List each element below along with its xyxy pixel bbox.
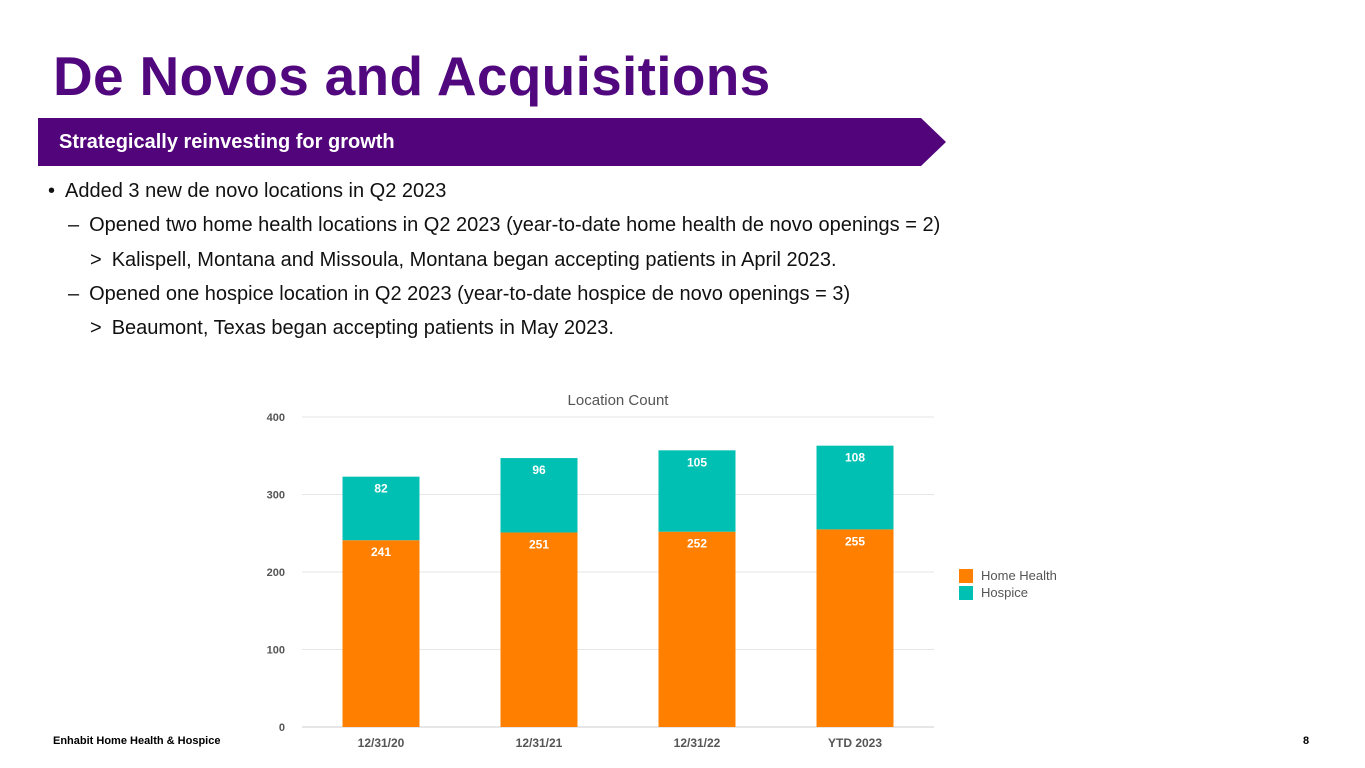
bullet-item: – Opened two home health locations in Q2 … <box>68 214 940 237</box>
y-tick-label: 100 <box>267 645 285 657</box>
bar-home-health <box>342 540 420 727</box>
bullet-text: Added 3 new de novo locations in Q2 2023 <box>65 180 447 202</box>
y-tick-label: 0 <box>279 722 285 734</box>
chart-title: Location Count <box>568 392 670 409</box>
bar-home-health <box>816 529 894 727</box>
bullet-text: Beaumont, Texas began accepting patients… <box>111 317 614 339</box>
footer-company: Enhabit Home Health & Hospice <box>53 735 221 747</box>
bullet-marker: – <box>68 214 80 236</box>
bullet-marker: • <box>48 180 56 202</box>
x-tick-label: YTD 2023 <box>828 736 882 750</box>
legend-swatch-home-health <box>959 568 973 583</box>
banner-text: Strategically reinvesting for growth <box>59 131 395 153</box>
y-tick-label: 200 <box>267 567 285 579</box>
bullet-item: > Beaumont, Texas began accepting patient… <box>90 317 614 340</box>
bullet-marker: – <box>68 283 80 305</box>
page-title: De Novos and Acquisitions <box>53 45 771 107</box>
data-label: 105 <box>687 455 707 469</box>
data-label: 252 <box>687 537 707 551</box>
bullet-text: Opened two home health locations in Q2 2… <box>89 214 941 236</box>
subtitle-banner: Strategically reinvesting for growth <box>38 118 946 166</box>
bar-hospice <box>816 445 894 530</box>
bullet-text: Opened one hospice location in Q2 2023 (… <box>89 283 851 305</box>
y-tick-label: 300 <box>267 490 285 502</box>
legend-label: Home Health <box>981 568 1057 583</box>
bullet-item: • Added 3 new de novo locations in Q2 202… <box>48 180 446 203</box>
x-tick-label: 12/31/22 <box>674 736 721 750</box>
y-tick-label: 400 <box>267 412 285 424</box>
bullet-item: > Kalispell, Montana and Missoula, Montan… <box>90 249 837 272</box>
bar-hospice <box>342 476 420 541</box>
data-label: 96 <box>532 463 546 477</box>
x-tick-label: 12/31/20 <box>358 736 405 750</box>
bar-hospice <box>500 458 578 533</box>
legend-item-home-health: Home Health <box>959 567 1057 584</box>
chart-legend: Home Health Hospice <box>959 567 1057 601</box>
bar-hospice <box>658 450 736 532</box>
bar-home-health <box>658 531 736 727</box>
bullet-text: Kalispell, Montana and Missoula, Montana… <box>111 249 837 271</box>
bullet-marker: > <box>90 249 102 271</box>
legend-swatch-hospice <box>959 585 973 600</box>
bullet-item: – Opened one hospice location in Q2 2023 … <box>68 283 850 306</box>
page-number: 8 <box>1303 735 1310 747</box>
legend-item-hospice: Hospice <box>959 584 1057 601</box>
data-label: 82 <box>374 482 388 496</box>
bar-home-health <box>500 532 578 727</box>
x-tick-label: 12/31/21 <box>516 736 563 750</box>
data-label: 255 <box>845 534 865 548</box>
data-label: 251 <box>529 537 549 551</box>
bullet-marker: > <box>90 317 102 339</box>
data-label: 108 <box>845 451 865 465</box>
legend-label: Hospice <box>981 585 1028 600</box>
data-label: 241 <box>371 545 391 559</box>
